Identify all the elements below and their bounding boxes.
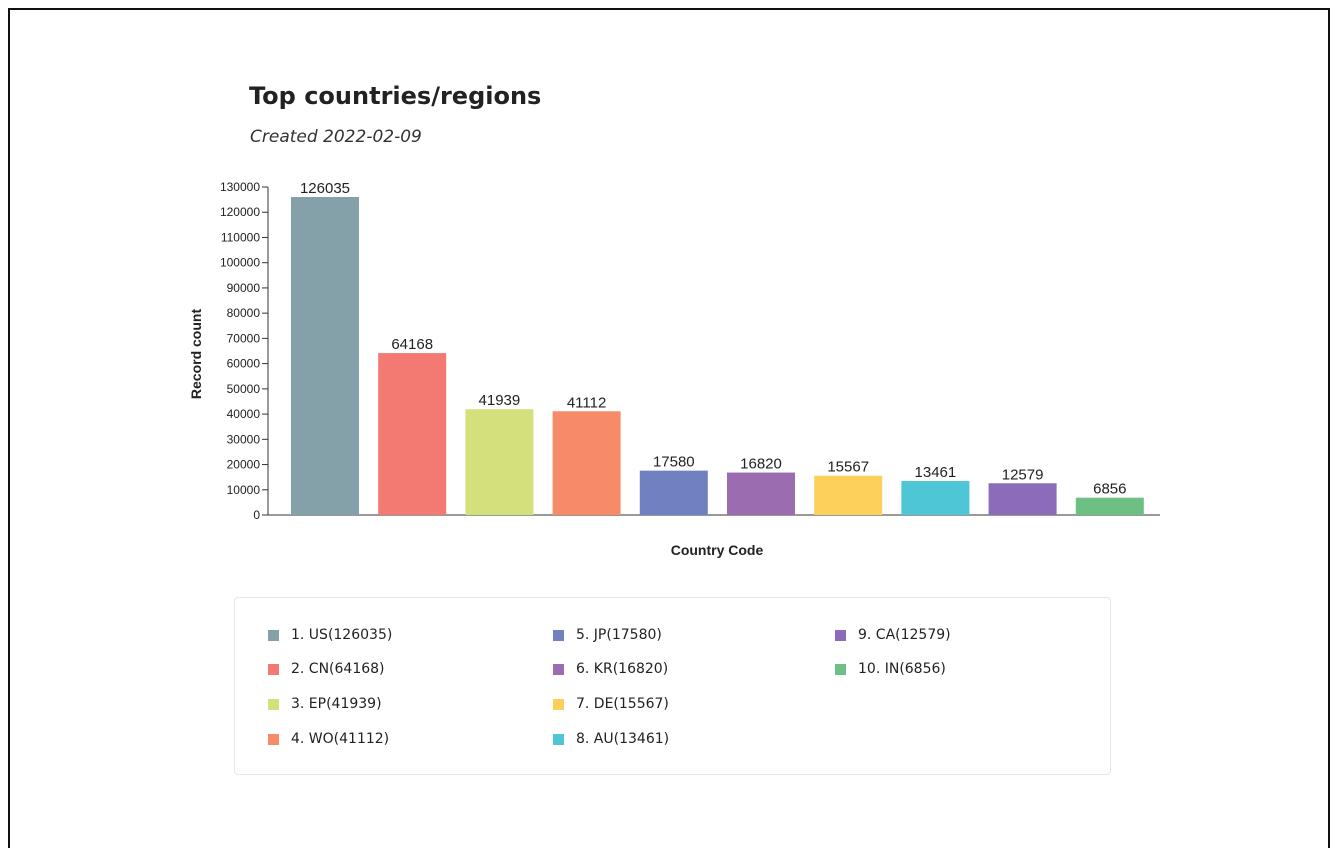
legend-item-ca[interactable]: 9. CA(12579)	[835, 625, 951, 645]
bar-kr	[727, 472, 795, 515]
bar-wo	[552, 411, 621, 515]
data-label-ca: 12579	[1002, 466, 1044, 483]
y-tick-label: 10000	[227, 483, 261, 497]
y-tick-label: 120000	[220, 205, 260, 219]
data-label-us: 126035	[300, 180, 350, 197]
legend-swatch	[553, 698, 564, 710]
chart-title: Top countries/regions	[249, 82, 542, 110]
y-tick-label: 130000	[220, 180, 260, 194]
bar-ca	[988, 483, 1057, 515]
figure-frame	[8, 8, 1330, 848]
bar-jp	[639, 470, 708, 515]
data-label-ep: 41939	[479, 392, 521, 409]
y-tick-label: 90000	[227, 281, 261, 295]
bar-de	[814, 475, 883, 515]
legend-item-au[interactable]: 8. AU(13461)	[553, 729, 669, 749]
bar-in	[1075, 497, 1144, 515]
bar-cn	[378, 353, 447, 515]
legend-item-cn[interactable]: 2. CN(64168)	[268, 659, 385, 679]
y-tick-label: 0	[253, 508, 260, 522]
legend-label: 6. KR(16820)	[576, 661, 669, 677]
data-label-wo: 41112	[567, 394, 607, 411]
legend-item-in[interactable]: 10. IN(6856)	[835, 659, 946, 679]
legend-label: 2. CN(64168)	[291, 661, 385, 677]
legend-swatch	[268, 663, 279, 675]
bar-ep	[465, 409, 534, 515]
y-tick-label: 40000	[227, 407, 261, 421]
data-label-cn: 64168	[391, 336, 433, 353]
legend-label: 3. EP(41939)	[291, 696, 382, 712]
legend-label: 5. JP(17580)	[576, 627, 662, 643]
chart-legend: 1. US(126035) 2. CN(64168) 3. EP(41939) 4. …	[234, 597, 1111, 775]
legend-swatch	[835, 629, 846, 641]
legend-label: 10. IN(6856)	[858, 661, 946, 677]
legend-label: 8. AU(13461)	[576, 731, 670, 747]
legend-swatch	[553, 629, 564, 641]
legend-swatch	[268, 733, 279, 745]
y-tick-label: 100000	[220, 256, 260, 270]
legend-swatch	[835, 663, 846, 675]
data-label-in: 6856	[1093, 481, 1126, 498]
legend-swatch	[553, 733, 564, 745]
y-axis-title: Record count	[188, 309, 204, 400]
legend-label: 9. CA(12579)	[858, 627, 951, 643]
legend-item-de[interactable]: 7. DE(15567)	[553, 694, 669, 714]
bar-chart: 0 10000 20000 30000 40000 50000 60000 70000 8000…	[188, 180, 1160, 558]
data-label-de: 15567	[827, 459, 869, 476]
y-tick-label: 60000	[227, 357, 261, 371]
legend-swatch	[268, 698, 279, 710]
legend-item-us[interactable]: 1. US(126035)	[268, 625, 392, 645]
legend-item-ep[interactable]: 3. EP(41939)	[268, 694, 382, 714]
legend-swatch	[553, 663, 564, 675]
y-tick-label: 20000	[227, 458, 261, 472]
chart-subtitle: Created 2022-02-09	[250, 127, 422, 147]
y-tick-label: 50000	[227, 382, 261, 396]
y-tick-label: 110000	[221, 230, 260, 244]
legend-swatch	[268, 629, 279, 641]
legend-item-jp[interactable]: 5. JP(17580)	[553, 625, 662, 645]
x-axis-title: Country Code	[671, 542, 764, 558]
legend-label: 7. DE(15567)	[576, 696, 669, 712]
legend-label: 4. WO(41112)	[291, 731, 390, 747]
bar-au	[901, 481, 970, 515]
legend-label: 1. US(126035)	[291, 627, 393, 643]
legend-item-kr[interactable]: 6. KR(16820)	[553, 659, 668, 679]
y-tick-label: 70000	[227, 331, 261, 345]
y-tick-label: 30000	[227, 432, 261, 446]
data-label-au: 13461	[915, 464, 957, 481]
data-label-jp: 17580	[653, 454, 695, 471]
y-tick-label: 80000	[227, 306, 261, 320]
data-label-kr: 16820	[740, 456, 782, 473]
legend-item-wo[interactable]: 4. WO(41112)	[268, 729, 389, 749]
bar-us	[291, 197, 359, 515]
